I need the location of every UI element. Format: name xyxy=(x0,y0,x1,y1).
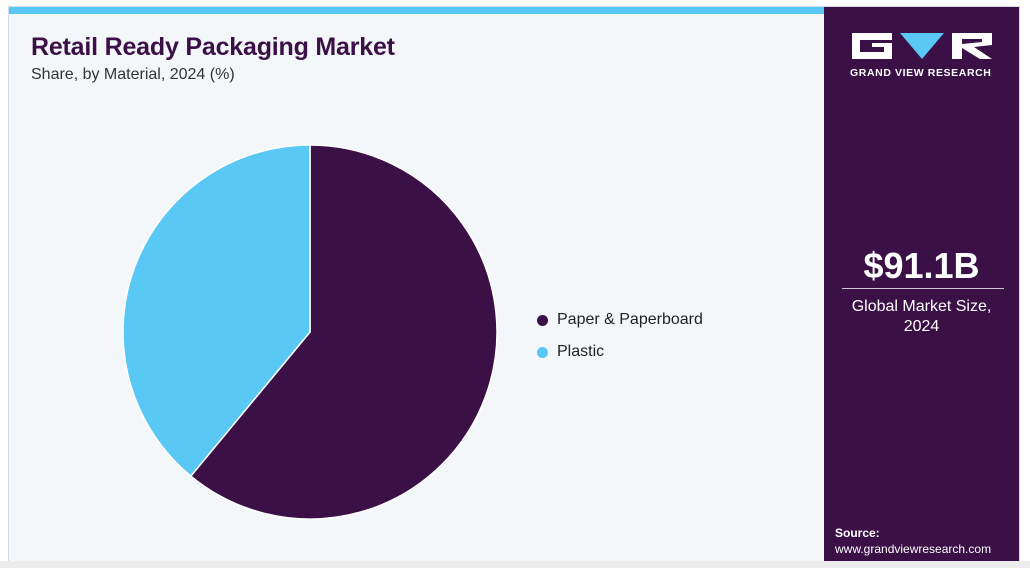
legend-swatch-paper xyxy=(537,314,548,326)
pie-slice-paper-paperboard xyxy=(189,144,498,520)
market-size-value: $91.1B xyxy=(863,245,980,286)
legend-label-plastic: Plastic xyxy=(557,343,605,360)
logo-text: GRAND VIEW RESEARCH xyxy=(850,67,992,79)
sidebar: GRAND VIEW RESEARCH $91.1B Global Market… xyxy=(824,7,1019,561)
bottom-strip xyxy=(0,561,1030,568)
source-label: Source: xyxy=(835,526,880,540)
market-size-label-line1: Global Market Size, xyxy=(851,298,992,315)
source-url: www.grandviewresearch.com xyxy=(835,542,992,556)
market-size-label: Global Market Size, 2024 xyxy=(824,297,1019,337)
chart-subtitle: Share, by Material, 2024 (%) xyxy=(31,66,235,83)
divider xyxy=(842,288,1004,289)
legend-swatch-plastic xyxy=(537,346,548,358)
pie-chart xyxy=(122,144,498,520)
chart-title: Retail Ready Packaging Market xyxy=(31,33,395,61)
legend: Paper & Paperboard Plastic xyxy=(537,304,703,368)
chart-card: Retail Ready Packaging Market Share, by … xyxy=(8,6,1020,562)
market-size-label-line2: 2024 xyxy=(903,318,940,335)
legend-label-paper: Paper & Paperboard xyxy=(557,311,703,328)
pie-slice-plastic xyxy=(122,144,311,478)
gvr-logo-icon xyxy=(852,33,992,59)
legend-item-paper: Paper & Paperboard xyxy=(537,304,703,336)
accent-bar xyxy=(9,7,824,14)
legend-item-plastic: Plastic xyxy=(537,336,703,368)
